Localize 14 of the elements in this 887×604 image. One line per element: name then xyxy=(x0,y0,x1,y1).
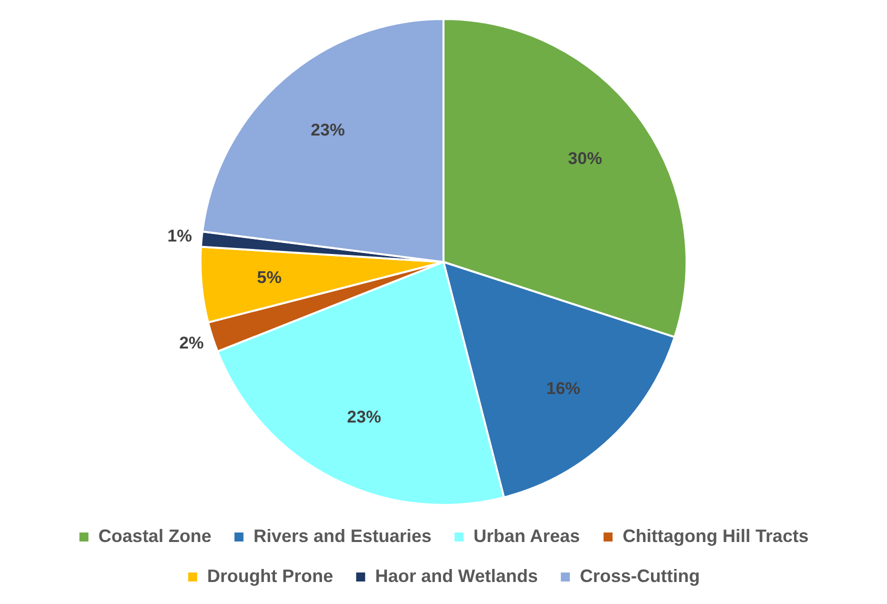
legend-label: Coastal Zone xyxy=(98,526,212,546)
data-label: 16% xyxy=(546,379,580,398)
legend-label: Chittagong Hill Tracts xyxy=(622,526,809,546)
legend-label: Haor and Wetlands xyxy=(375,566,538,586)
data-label: 23% xyxy=(347,408,382,427)
data-label: 2% xyxy=(179,334,204,353)
data-label: 5% xyxy=(257,268,282,288)
legend-label: Cross-Cutting xyxy=(580,566,700,586)
data-label: 1% xyxy=(167,226,192,246)
data-label: 30% xyxy=(568,148,602,168)
legend-label: Drought Prone xyxy=(207,566,334,586)
legend-label: Rivers and Estuaries xyxy=(253,526,432,546)
legend-label: Urban Areas xyxy=(474,526,580,546)
data-label: 23% xyxy=(310,120,345,140)
